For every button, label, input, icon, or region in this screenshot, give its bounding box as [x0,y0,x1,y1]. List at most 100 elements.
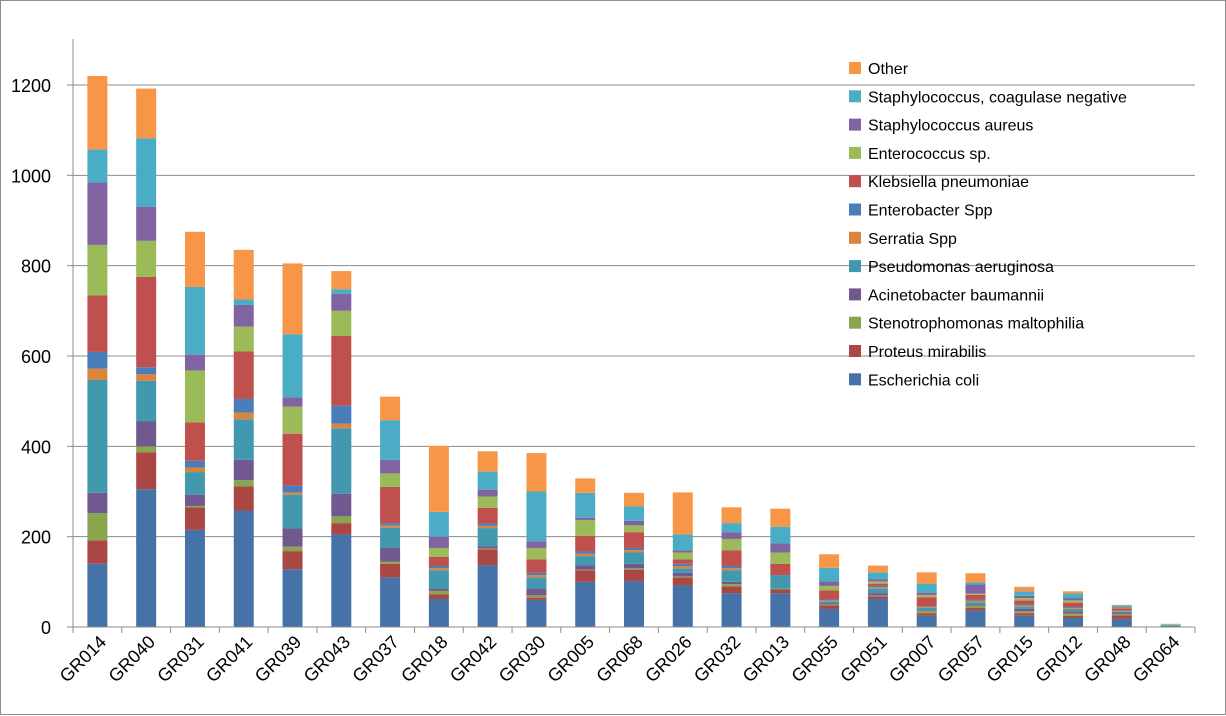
bar-segment [575,552,595,554]
bar-segment [624,521,644,526]
bar-segment [136,381,156,422]
bar-segment [575,518,595,520]
bar-segment [136,277,156,367]
x-tick-label: GR013 [739,632,793,686]
x-tick-label: GR068 [592,632,646,686]
bar-segment [1014,609,1034,611]
bars [87,76,1180,627]
bar-segment [87,513,107,540]
bar-segment [575,556,595,565]
x-tick-label: GR055 [787,632,841,686]
bar-segment [526,577,546,588]
x-tick-label: GR018 [397,632,451,686]
bar-segment [526,559,546,573]
bar-segment [624,570,644,581]
bar-segment [868,589,888,594]
bar-segment [722,571,742,582]
legend-swatch [849,147,861,159]
bar-segment [575,582,595,627]
bar-segment [331,516,351,523]
bar-segment [380,548,400,562]
bar-segment [1063,608,1083,609]
y-tick-label: 1000 [11,166,51,186]
x-tick-label: GR030 [495,632,549,686]
bar-segment [429,599,449,627]
bar-segment [965,585,985,594]
bar-segment [624,525,644,532]
y-tick-label: 400 [21,437,51,457]
legend-swatch [849,260,861,272]
bar-segment [136,446,156,452]
bar-segment [234,305,254,327]
bar-segment [331,534,351,627]
bar-segment [917,608,937,610]
bar-segment [136,374,156,381]
bar-segment [917,584,937,593]
bar-segment [819,604,839,605]
bar-segment [185,507,205,530]
bar-segment [1112,612,1132,613]
bar-segment [234,327,254,352]
bar-segment [722,539,742,550]
bar-segment [868,596,888,598]
bar-segment [673,550,693,552]
x-tick-label: GR042 [446,632,500,686]
bar-segment [380,460,400,474]
bar-segment [234,480,254,486]
bar-segment [87,150,107,183]
bar-segment [478,549,498,565]
bar-segment [478,526,498,528]
x-tick-label: GR032 [690,632,744,686]
bar-segment [87,380,107,493]
bar-segment [380,473,400,487]
y-tick-label: 600 [21,347,51,367]
bar-segment [478,490,498,497]
bar-segment [234,250,254,300]
bar-segment [575,570,595,571]
legend-swatch [849,62,861,74]
bar-segment [1014,596,1034,598]
bar-segment [1112,605,1132,606]
bar-segment [283,569,303,627]
bar-segment [478,524,498,526]
bar-segment [526,541,546,548]
bar-segment [380,487,400,523]
bar-segment [673,534,693,550]
bar-segment [185,468,205,473]
bar-segment [526,598,546,600]
y-tick-label: 200 [21,528,51,548]
bar-segment [136,452,156,489]
bar-segment [819,600,839,601]
bar-segment [770,509,790,527]
bar-segment [575,478,595,492]
bar-segment [965,595,985,600]
x-tick-label: GR031 [153,632,207,686]
bar-segment [624,564,644,569]
bar-segment [868,566,888,573]
bar-segment [526,573,546,575]
bar-segment [1112,615,1132,619]
bar-segment [1112,619,1132,627]
bar-segment [673,552,693,559]
y-tick-label: 0 [41,618,51,638]
legend-label: Staphylococcus aureus [868,118,1033,135]
bar-segment [283,398,303,407]
bar-segment [1014,606,1034,607]
bar-segment [575,554,595,556]
bar-segment [1014,605,1034,606]
bar-segment [185,472,205,495]
bar-segment [770,593,790,627]
bar-segment [526,548,546,559]
x-tick-label: GR043 [300,632,354,686]
bar-segment [917,593,937,595]
bar-segment [283,486,303,493]
legend-label: Enterococcus sp. [868,146,991,163]
legend-swatch [849,345,861,357]
bar-segment [624,506,644,520]
bar-segment [87,540,107,563]
bar-segment [1014,598,1034,600]
bar-segment [526,600,546,627]
bar-segment [380,577,400,627]
